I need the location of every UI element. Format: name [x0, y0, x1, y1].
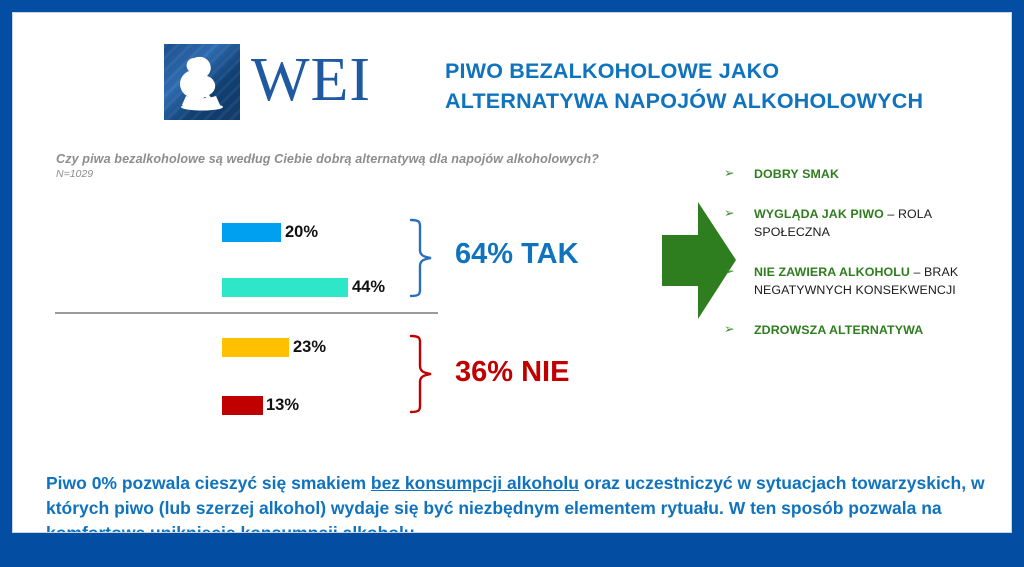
chart-bar-row-3: Zdecydowanie nie 13%	[13, 392, 453, 418]
chart-divider	[55, 312, 438, 314]
wei-logo-wordmark: WEI	[251, 46, 372, 114]
brace-yes	[409, 218, 432, 298]
conclusion-part1: Piwo 0% pozwala cieszyć się smakiem	[46, 473, 371, 493]
page-title-line2: ALTERNATYWA NAPOJÓW ALKOHOLOWYCH	[445, 88, 924, 113]
benefit-strong-3: ZDROWSZA ALTERNATYWA	[754, 323, 924, 337]
chart-bar-row-1: Raczej tak 44%	[13, 274, 453, 300]
bar-track-2	[222, 338, 289, 357]
arrow-bullet-icon: ➢	[724, 322, 735, 336]
list-item: ➢ WYGLĄDA JAK PIWO – ROLA SPOŁECZNA	[718, 205, 1008, 241]
arrow-bullet-icon: ➢	[724, 166, 735, 180]
arrow-bullet-icon: ➢	[724, 206, 735, 220]
summary-no: 36% NIE	[455, 356, 570, 388]
benefits-list: ➢ DOBRY SMAK ➢ WYGLĄDA JAK PIWO – ROLA S…	[718, 165, 1008, 361]
slide-canvas: WEI PIWO BEZALKOHOLOWE JAKO ALTERNATYWA …	[12, 12, 1012, 533]
page-title: PIWO BEZALKOHOLOWE JAKO ALTERNATYWA NAPO…	[445, 57, 1011, 116]
bar-value-1: 44%	[352, 278, 386, 296]
summary-yes: 64% TAK	[455, 238, 579, 270]
bar-fill-1	[222, 278, 348, 297]
bar-value-2: 23%	[293, 338, 327, 356]
bar-value-0: 20%	[285, 223, 319, 241]
wei-logo-mark	[164, 44, 240, 120]
benefit-text-3: ZDROWSZA ALTERNATYWA	[754, 323, 923, 337]
chart-bar-row-0: Zdecydowanie tak 20%	[13, 219, 453, 245]
list-item: ➢ DOBRY SMAK	[718, 165, 1008, 183]
bar-track-1	[222, 278, 348, 297]
list-item: ➢ ZDROWSZA ALTERNATYWA	[718, 321, 1008, 339]
page-title-line1: PIWO BEZALKOHOLOWE JAKO	[445, 59, 780, 83]
brace-no	[409, 334, 432, 414]
thinker-statue-icon	[180, 56, 223, 111]
conclusion-part2: oraz uczestniczyć w sytuacjach towarzysk…	[46, 473, 985, 533]
bar-track-3	[222, 396, 263, 415]
sample-size: N=1029	[56, 168, 94, 180]
conclusion-text: Piwo 0% pozwala cieszyć się smakiem bez …	[46, 471, 991, 533]
survey-question: Czy piwa bezalkoholowe są według Ciebie …	[56, 152, 599, 166]
bar-track-0	[222, 223, 281, 242]
benefit-text-2: NIE ZAWIERA ALKOHOLU – BRAK NEGATYWNYCH …	[754, 265, 958, 297]
benefit-text-0: DOBRY SMAK	[754, 167, 839, 181]
benefit-text-1: WYGLĄDA JAK PIWO – ROLA SPOŁECZNA	[754, 207, 931, 239]
benefit-rest-1: – ROLA SPOŁECZNA	[754, 207, 932, 239]
chart-bar-row-2: Raczej nie 23%	[13, 334, 453, 360]
arrow-bullet-icon: ➢	[724, 264, 735, 278]
list-item: ➢ NIE ZAWIERA ALKOHOLU – BRAK NEGATYWNYC…	[718, 263, 1008, 299]
benefit-strong-2: NIE ZAWIERA ALKOHOLU	[754, 265, 910, 279]
benefit-strong-0: DOBRY SMAK	[754, 167, 839, 181]
bar-fill-0	[222, 223, 281, 242]
benefit-strong-1: WYGLĄDA JAK PIWO	[754, 207, 884, 221]
conclusion-underlined: bez konsumpcji alkoholu	[370, 473, 579, 493]
bar-fill-2	[222, 338, 289, 357]
right-arrow-icon	[662, 202, 736, 319]
bar-value-3: 13%	[266, 396, 300, 414]
benefit-rest-2: – BRAK NEGATYWNYCH KONSEKWENCJI	[754, 265, 959, 297]
bar-fill-3	[222, 396, 263, 415]
